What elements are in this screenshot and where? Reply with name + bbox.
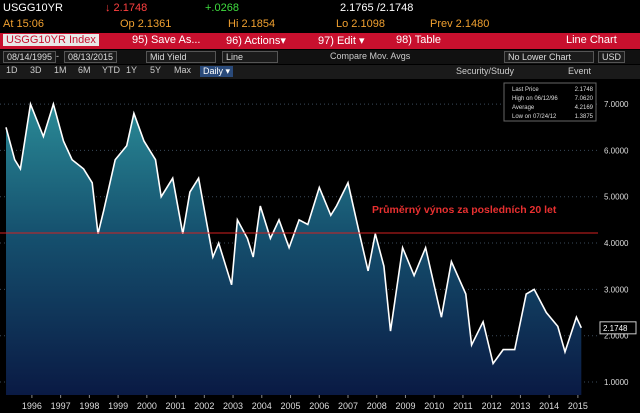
x-tick-label: 2000 — [137, 401, 157, 411]
table-button[interactable]: 98) Table — [396, 34, 442, 46]
last-tag-box — [599, 321, 637, 335]
security[interactable]: USGG10YR Index — [3, 34, 99, 46]
period-button[interactable]: YTD — [102, 65, 120, 75]
period-button[interactable]: Max — [174, 65, 192, 75]
legend-name: Last Price — [512, 87, 539, 93]
period-button[interactable]: 3D — [30, 65, 42, 75]
legend-value: 1.3875 — [575, 114, 594, 120]
start-date[interactable]: 08/14/1995 — [3, 51, 57, 63]
legend-value: 2.1748 — [575, 87, 594, 93]
edit-button[interactable]: 97) Edit ▾ — [318, 35, 365, 47]
prev: Prev 2.1480 — [430, 18, 490, 30]
study[interactable]: Security/Study — [456, 66, 515, 76]
x-tick-label: 2014 — [539, 401, 559, 411]
event[interactable]: Event — [568, 66, 592, 76]
period-button[interactable]: 6M — [78, 65, 91, 75]
x-tick-label: 2015 — [568, 401, 588, 411]
frequency[interactable]: Daily ▾ — [200, 66, 234, 77]
area — [6, 104, 582, 395]
x-tick-label: 2006 — [309, 401, 329, 411]
settings-row: 08/14/1995 - 08/13/2015 Mid Yield Line C… — [0, 50, 640, 64]
x-tick-label: 2011 — [453, 401, 472, 411]
lower-chart[interactable]: No Lower Chart — [504, 51, 594, 63]
average-label: Průměrný výnos za posledních 20 let — [372, 204, 557, 216]
x-tick-label: 1997 — [51, 401, 71, 411]
x-tick-label: 1999 — [108, 401, 128, 411]
x-tick-label: 2002 — [194, 401, 214, 411]
period-row: 1D 3D 1M 6M YTD 1Y 5Y Max Daily ▾ Security/Stud… — [0, 65, 640, 79]
dash: - — [56, 51, 59, 61]
bid-ask: 2.1765 /2.1748 — [340, 2, 414, 14]
last: ↓ 2.1748 — [105, 2, 148, 14]
legend-name: Low on 07/24/12 — [512, 114, 557, 120]
x-tick-label: 2009 — [395, 401, 415, 411]
actions-button[interactable]: 96) Actions▾ — [226, 35, 286, 47]
period-button[interactable]: 1M — [54, 65, 67, 75]
legend-value: 4.2169 — [575, 105, 594, 111]
legend-box — [503, 82, 597, 122]
x-tick-label: 1996 — [22, 401, 42, 411]
x-tick-label: 2004 — [252, 401, 272, 411]
field[interactable]: Mid Yield — [146, 51, 216, 63]
x-tick-label: 1998 — [79, 401, 99, 411]
style[interactable]: Line — [222, 51, 278, 63]
ticker: USGG10YR — [3, 2, 63, 14]
save-button[interactable]: 95) Save As... — [132, 34, 201, 46]
x-tick-label: 2010 — [424, 401, 444, 411]
x-tick-label: 2001 — [166, 401, 186, 411]
x-tick-label: 2012 — [482, 401, 502, 411]
legend-name: Average — [512, 105, 535, 111]
high: Hi 2.1854 — [228, 18, 276, 30]
y-tick-label: 5.0000 — [604, 193, 629, 202]
y-tick-label: 7.0000 — [604, 100, 629, 109]
last-tag: 2.1748 — [603, 324, 628, 333]
y-tick-label: 4.0000 — [604, 239, 629, 248]
y-tick-label: 2.0000 — [604, 332, 629, 341]
x-tick-label: 2003 — [223, 401, 243, 411]
period-button[interactable]: 1Y — [126, 65, 138, 75]
end-date[interactable]: 08/13/2015 — [64, 51, 118, 63]
y-tick-label: 3.0000 — [604, 285, 629, 294]
x-tick-label: 2005 — [281, 401, 301, 411]
view-title: Line Chart — [566, 34, 617, 46]
change: +.0268 — [205, 2, 239, 14]
open: Op 2.1361 — [120, 18, 172, 30]
line — [5, 101, 583, 366]
currency[interactable]: USD — [598, 51, 626, 63]
x-tick-label: 2007 — [338, 401, 358, 411]
legend-value: 7.0620 — [575, 96, 594, 102]
time: At 15:06 — [3, 18, 44, 30]
quote-row: USGG10YR ↓ 2.1748 +.0268 2.1765 /2.1748 — [0, 0, 640, 16]
compare[interactable]: Compare Mov. Avgs — [330, 51, 411, 61]
chart: 1.0000 2.0000 3.0000 4.0000 5.0000 6.0000 7.00… — [0, 80, 637, 411]
x-tick-label: 2013 — [510, 401, 530, 411]
x-tick-label: 2008 — [367, 401, 387, 411]
toolbar: USGG10YR Index 95) Save As... 96) Action… — [0, 33, 640, 49]
y-tick-label: 1.0000 — [604, 378, 629, 387]
legend-name: High on 06/12/96 — [512, 96, 558, 102]
low: Lo 2.1098 — [336, 18, 385, 30]
period-button[interactable]: 1D — [6, 65, 18, 75]
period-button[interactable]: 5Y — [150, 65, 162, 75]
stats-row: At 15:06 Op 2.1361 Hi 2.1854 Lo 2.1098 P… — [0, 16, 640, 32]
y-tick-label: 6.0000 — [604, 146, 629, 155]
